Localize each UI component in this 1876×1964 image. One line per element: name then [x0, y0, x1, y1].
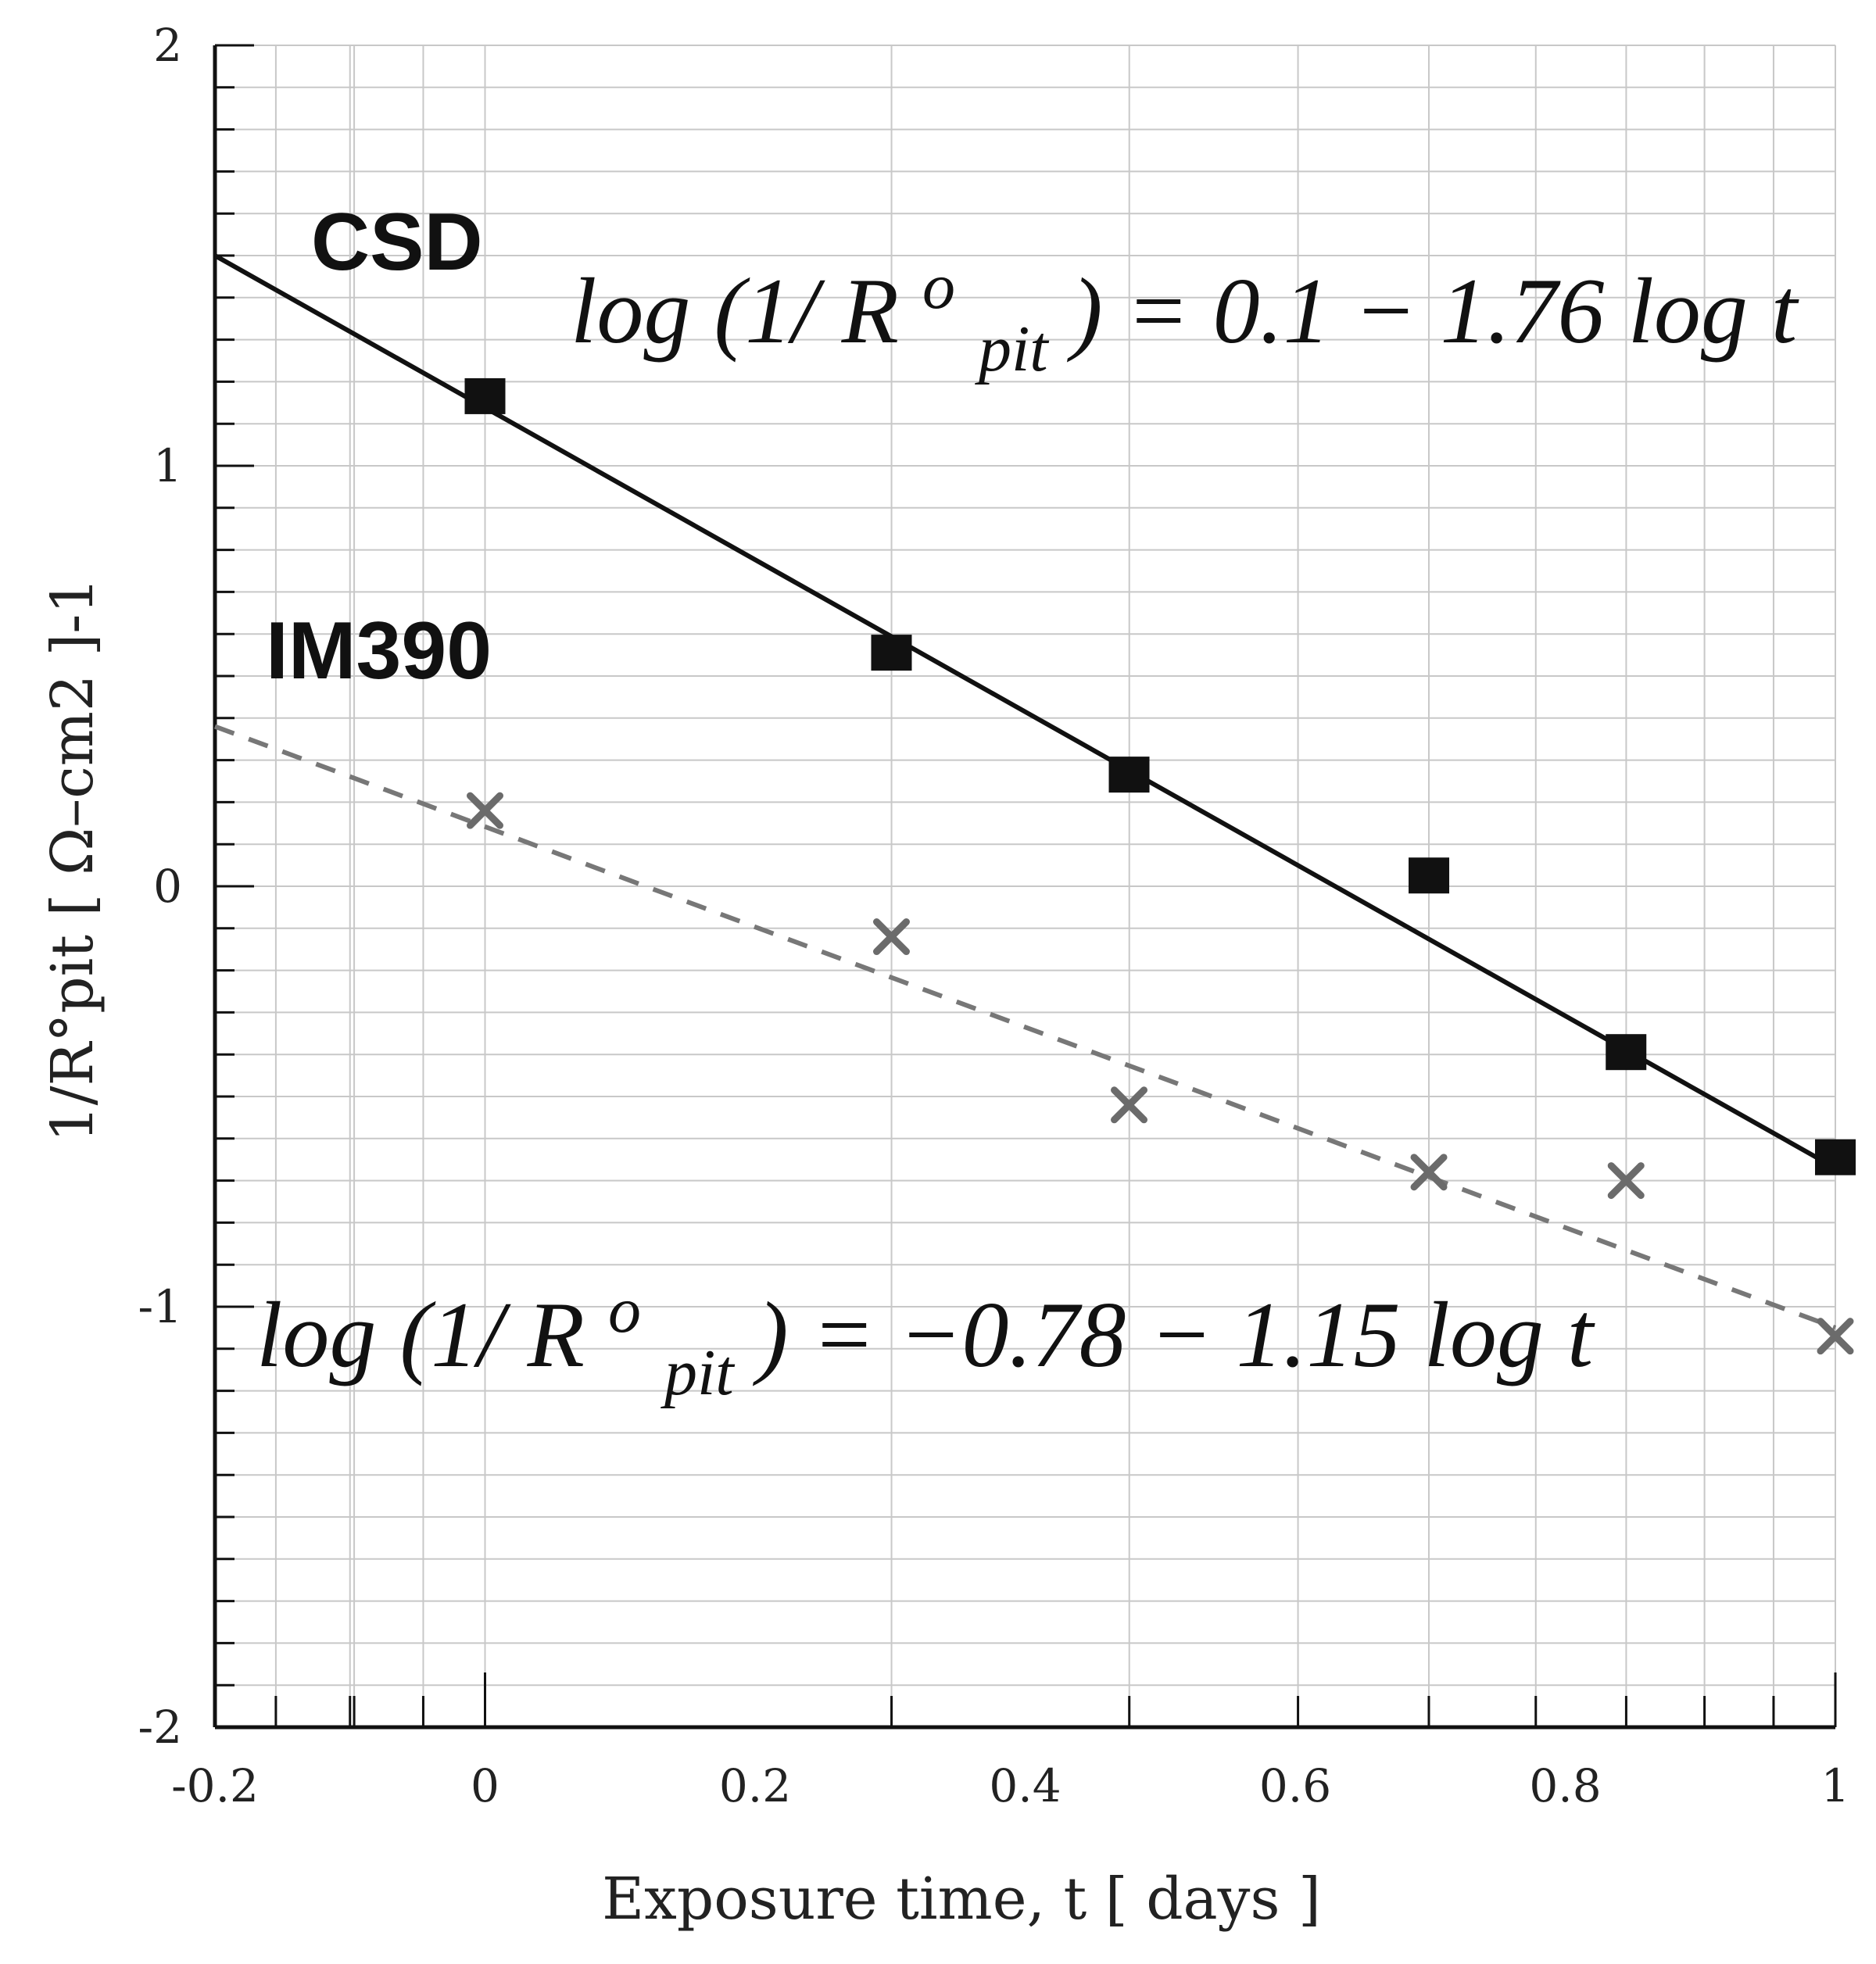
- point-csd: [1606, 1034, 1647, 1071]
- point-im390: [1607, 1162, 1645, 1200]
- point-im390: [1817, 1318, 1854, 1355]
- point-im390: [1410, 1154, 1448, 1191]
- x-tick-labels: -0.2 0 0.2 0.4 0.6 0.8 1: [171, 1759, 1849, 1812]
- x-tick-label: 1: [1821, 1759, 1850, 1812]
- point-csd: [1108, 757, 1150, 793]
- x-tick-label: 0.4: [989, 1759, 1061, 1812]
- im390-eq-mid: (1/ R: [399, 1283, 585, 1386]
- grid: [214, 45, 1836, 1728]
- y-tick-label: -2: [138, 1701, 183, 1754]
- im390-equation: log (1/ R o pit ) = −0.78 − 1.15 log t: [256, 1248, 1595, 1415]
- point-csd: [871, 635, 912, 671]
- im390-eq-sup: o: [608, 1274, 641, 1347]
- csd-eq-sup: o: [922, 250, 955, 323]
- csd-eq-log: log: [571, 259, 690, 363]
- y-axis-title: 1/R°pit [ Ω–cm2 ]-1: [39, 578, 106, 1143]
- series-label-im390: IM390: [266, 606, 492, 696]
- x-tick-label: -0.2: [171, 1759, 259, 1812]
- y-tick-label: -1: [138, 1280, 183, 1333]
- point-im390: [872, 918, 910, 956]
- csd-equation: log (1/ R o pit ) = 0.1 − 1.76 log t: [571, 224, 1799, 391]
- point-csd: [1815, 1139, 1856, 1175]
- x-axis-title: Exposure time, t [ days ]: [602, 1866, 1321, 1933]
- data-points: [464, 377, 1856, 1355]
- y-tick-label: 0: [153, 860, 182, 913]
- csd-eq-logt: log t: [1628, 259, 1799, 363]
- im390-eq-logt: log t: [1424, 1283, 1595, 1386]
- x-tick-label: 0: [471, 1759, 499, 1812]
- im390-eq-log: log: [256, 1283, 376, 1386]
- point-im390: [467, 792, 503, 829]
- point-im390: [1111, 1086, 1148, 1124]
- csd-eq-rhs: ) = 0.1 − 1.76: [1067, 259, 1628, 363]
- x-tick-label: 0.6: [1259, 1759, 1331, 1812]
- x-tick-label: 0.2: [719, 1759, 791, 1812]
- im390-eq-sub: pit: [661, 1336, 736, 1409]
- fit-line-im390: [213, 724, 1837, 1330]
- point-csd: [464, 377, 506, 414]
- csd-eq-mid: (1/ R: [714, 259, 899, 363]
- csd-eq-sub: pit: [975, 313, 1050, 385]
- series-label-csd: CSD: [311, 197, 483, 288]
- point-csd: [1409, 857, 1450, 894]
- y-tick-label: 2: [153, 19, 182, 72]
- y-tick-labels: 2 1 0 -1 -2: [138, 19, 183, 1754]
- im390-eq-rhs: ) = −0.78 − 1.15: [753, 1283, 1424, 1386]
- x-tick-label: 0.8: [1529, 1759, 1601, 1812]
- axes: [213, 44, 1837, 1730]
- y-tick-label: 1: [153, 439, 182, 492]
